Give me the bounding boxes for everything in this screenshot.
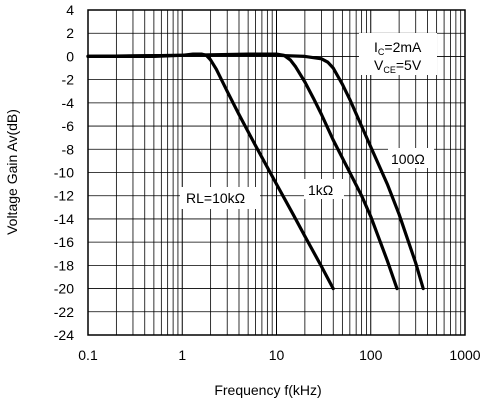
y-tick-label: -14 bbox=[54, 211, 74, 227]
label-1kohm-bg bbox=[304, 179, 344, 199]
x-tick-label: 1000 bbox=[449, 347, 480, 363]
y-tick-label: -18 bbox=[54, 257, 74, 273]
y-tick-label: 4 bbox=[66, 2, 74, 18]
y-tick-label: -6 bbox=[62, 118, 75, 134]
y-tick-label: -8 bbox=[62, 141, 75, 157]
y-tick-label: -10 bbox=[54, 165, 74, 181]
conditions-box bbox=[359, 33, 437, 75]
x-tick-label: 100 bbox=[359, 347, 383, 363]
chart-grid bbox=[87, 9, 465, 336]
y-tick-labels: 4 2 0 -2 -4 -6 -8 -10 -12 -14 -16 -18 -20 -22 -24 bbox=[54, 2, 74, 343]
label-1kohm: 1kΩ bbox=[308, 182, 333, 198]
y-tick-label: 0 bbox=[66, 48, 74, 64]
plot-frame bbox=[87, 9, 466, 336]
x-tick-label: 1 bbox=[178, 347, 186, 363]
x-tick-label: 0.1 bbox=[78, 347, 98, 363]
x-tick-labels: 0.1 1 10 100 1000 bbox=[78, 347, 481, 363]
x-tick-label: 10 bbox=[269, 347, 285, 363]
chart-series bbox=[86, 52, 425, 291]
label-rl10k: RL=10kΩ bbox=[186, 190, 245, 206]
y-tick-label: -16 bbox=[54, 234, 74, 250]
y-tick-label: -12 bbox=[54, 188, 74, 204]
condition-ic: IC=2mA bbox=[374, 39, 422, 57]
y-tick-label: -20 bbox=[54, 281, 74, 297]
y-tick-label: -2 bbox=[62, 72, 75, 88]
y-tick-label: -24 bbox=[54, 327, 74, 343]
condition-vce: VCE=5V bbox=[374, 57, 422, 75]
y-tick-label: 2 bbox=[66, 25, 74, 41]
series-line bbox=[86, 53, 425, 291]
x-axis-label: Frequency f(kHz) bbox=[214, 382, 321, 398]
y-axis-label: Voltage Gain Av(dB) bbox=[4, 109, 20, 235]
label-100ohm-bg bbox=[388, 148, 434, 168]
label-rl10k-bg bbox=[180, 187, 260, 209]
label-100ohm: 100Ω bbox=[391, 151, 425, 167]
y-tick-label: -22 bbox=[54, 304, 74, 320]
y-tick-label: -4 bbox=[62, 95, 75, 111]
series-line bbox=[86, 52, 399, 291]
